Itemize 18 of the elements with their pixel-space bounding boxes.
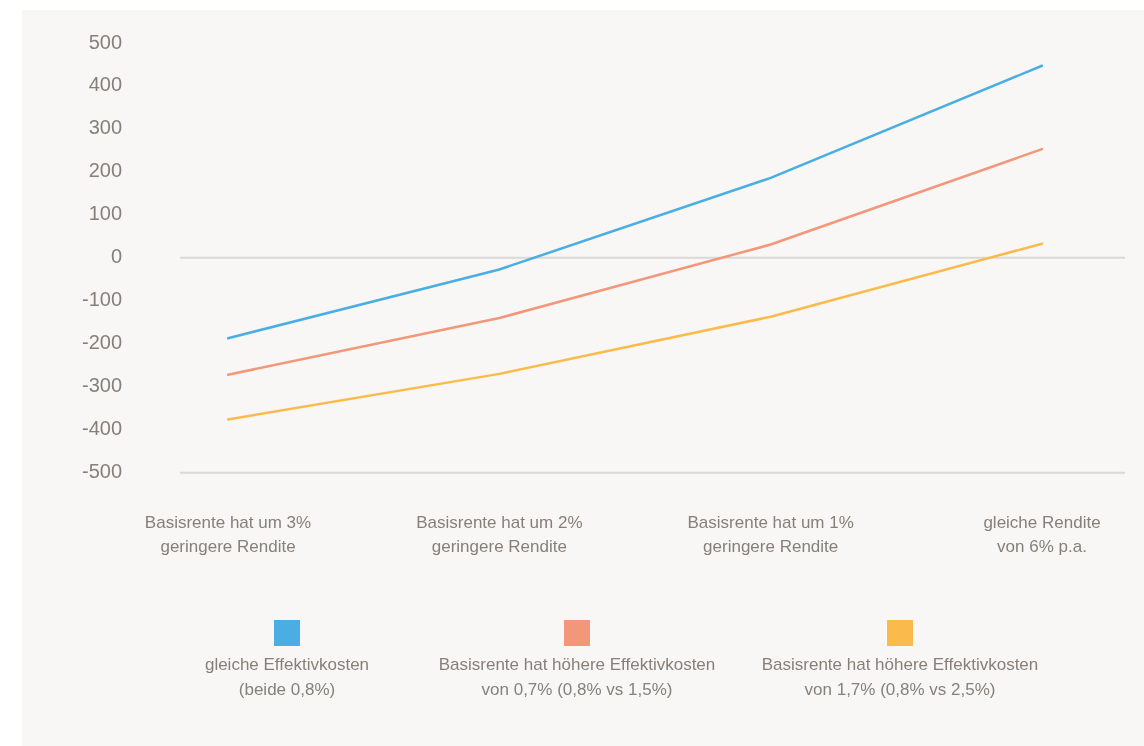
y-tick-label: 400 [88, 73, 123, 96]
legend-label: Basisrente hat höhere Effektivkosten von 1,7% (0,8% vs 2,5%) [760, 654, 1040, 701]
y-tick-label: -100 [82, 288, 123, 311]
legend-label: gleiche Effektivkosten (beide 0,8%) [203, 654, 371, 701]
y-tick-label: -300 [82, 374, 123, 397]
y-tick-label: -500 [82, 460, 123, 483]
x-tick-label: Basisrente hat um 3% geringere Rendite [144, 512, 312, 557]
x-tick-label: gleiche Rendite von 6% p.a. [983, 512, 1101, 557]
y-tick-label: 100 [88, 202, 123, 225]
x-tick-label: Basisrente hat um 2% geringere Rendite [416, 512, 583, 557]
legend-label: Basisrente hat höhere Effektivkosten von 0,7% (0,8% vs 1,5%) [437, 654, 717, 701]
y-tick-label: 0 [110, 245, 123, 268]
x-tick-label: Basisrente hat um 1% geringere Rendite [687, 512, 854, 557]
y-tick-label: 300 [88, 116, 123, 139]
y-tick-label: -400 [82, 417, 123, 440]
y-tick-label: 500 [88, 30, 123, 53]
y-tick-label: 200 [88, 159, 123, 182]
y-tick-label: -200 [82, 331, 123, 354]
